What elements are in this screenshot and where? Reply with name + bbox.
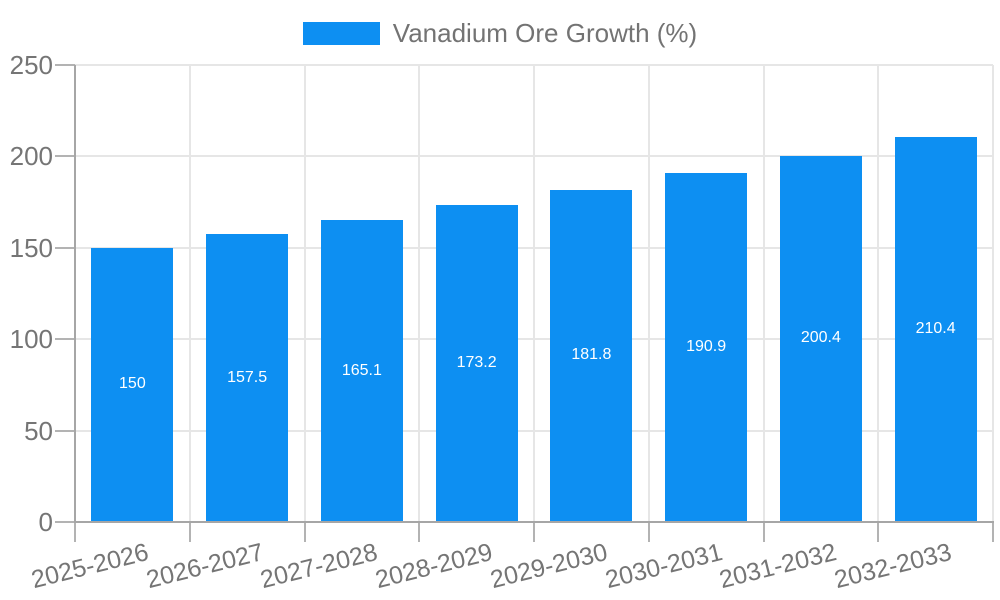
x-tick-label-2032-2033: 2032-2033: [831, 538, 955, 595]
x-axis-tick: [647, 522, 650, 542]
bar-value-label: 150: [119, 375, 146, 393]
x-tick-label-2027-2028: 2027-2028: [257, 538, 381, 595]
x-tick-label-2030-2031: 2030-2031: [602, 538, 725, 595]
gridline-vertical: [418, 65, 421, 522]
x-axis-tick: [418, 522, 421, 542]
y-tick-label: 100: [9, 324, 53, 355]
bar-2026-2027[interactable]: 157.5: [206, 234, 289, 521]
legend-swatch-icon: [302, 22, 380, 45]
bar-2025-2026[interactable]: 150: [91, 247, 174, 521]
y-tick-label: 200: [9, 141, 53, 172]
legend[interactable]: Vanadium Ore Growth (%): [0, 18, 1000, 49]
y-tick-label: 50: [24, 415, 53, 446]
x-axis-tick: [533, 522, 535, 542]
gridline-vertical: [992, 65, 994, 522]
y-tick-label: 150: [9, 232, 53, 263]
gridline-vertical: [762, 65, 765, 522]
x-tick-label-2026-2027: 2026-2027: [143, 538, 266, 595]
x-axis-tick: [762, 522, 765, 542]
bar-value-label: 181.8: [571, 346, 612, 364]
bar-value-label: 157.5: [227, 368, 268, 386]
x-tick-label-2028-2029: 2028-2029: [372, 538, 496, 595]
x-tick-label-2031-2032: 2031-2032: [716, 538, 840, 595]
bar-value-label: 210.4: [915, 320, 956, 338]
bar-value-label: 200.4: [800, 329, 841, 347]
y-tick-label: 250: [9, 50, 53, 80]
x-axis-line: [74, 521, 994, 523]
bar-2027-2028[interactable]: 165.1: [320, 220, 403, 521]
y-axis-tick: [55, 429, 75, 432]
x-axis-tick: [992, 522, 994, 542]
x-axis-tick: [303, 522, 306, 542]
gridline-vertical: [647, 65, 650, 522]
x-tick-label-2029-2030: 2029-2030: [487, 538, 611, 595]
bar-2029-2030[interactable]: 181.8: [550, 189, 633, 521]
bar-2031-2032[interactable]: 200.4: [779, 155, 862, 521]
y-axis-tick: [55, 64, 75, 66]
gridline-vertical: [877, 65, 880, 522]
bar-2032-2033[interactable]: 210.4: [894, 137, 977, 521]
x-axis-tick: [877, 522, 880, 542]
gridline-vertical: [188, 65, 191, 522]
bar-value-label: 190.9: [686, 338, 727, 355]
y-axis-tick: [55, 338, 75, 341]
y-axis-tick: [55, 155, 75, 158]
bar-value-label: 173.2: [456, 354, 497, 372]
legend-label: Vanadium Ore Growth (%): [392, 18, 698, 48]
x-tick-label-2025-2026: 2025-2026: [28, 538, 152, 595]
y-axis-line: [74, 65, 76, 522]
x-axis-tick: [188, 522, 191, 542]
bar-2030-2031[interactable]: 190.9: [665, 173, 748, 521]
x-axis-tick: [74, 522, 76, 542]
gridline-vertical: [303, 65, 306, 522]
gridline-vertical: [533, 65, 535, 522]
y-axis-tick: [55, 521, 75, 523]
y-tick-label: 0: [38, 507, 53, 537]
bar-value-label: 165.1: [341, 361, 382, 379]
y-axis-tick: [55, 246, 75, 249]
bar-2028-2029[interactable]: 173.2: [435, 205, 518, 521]
